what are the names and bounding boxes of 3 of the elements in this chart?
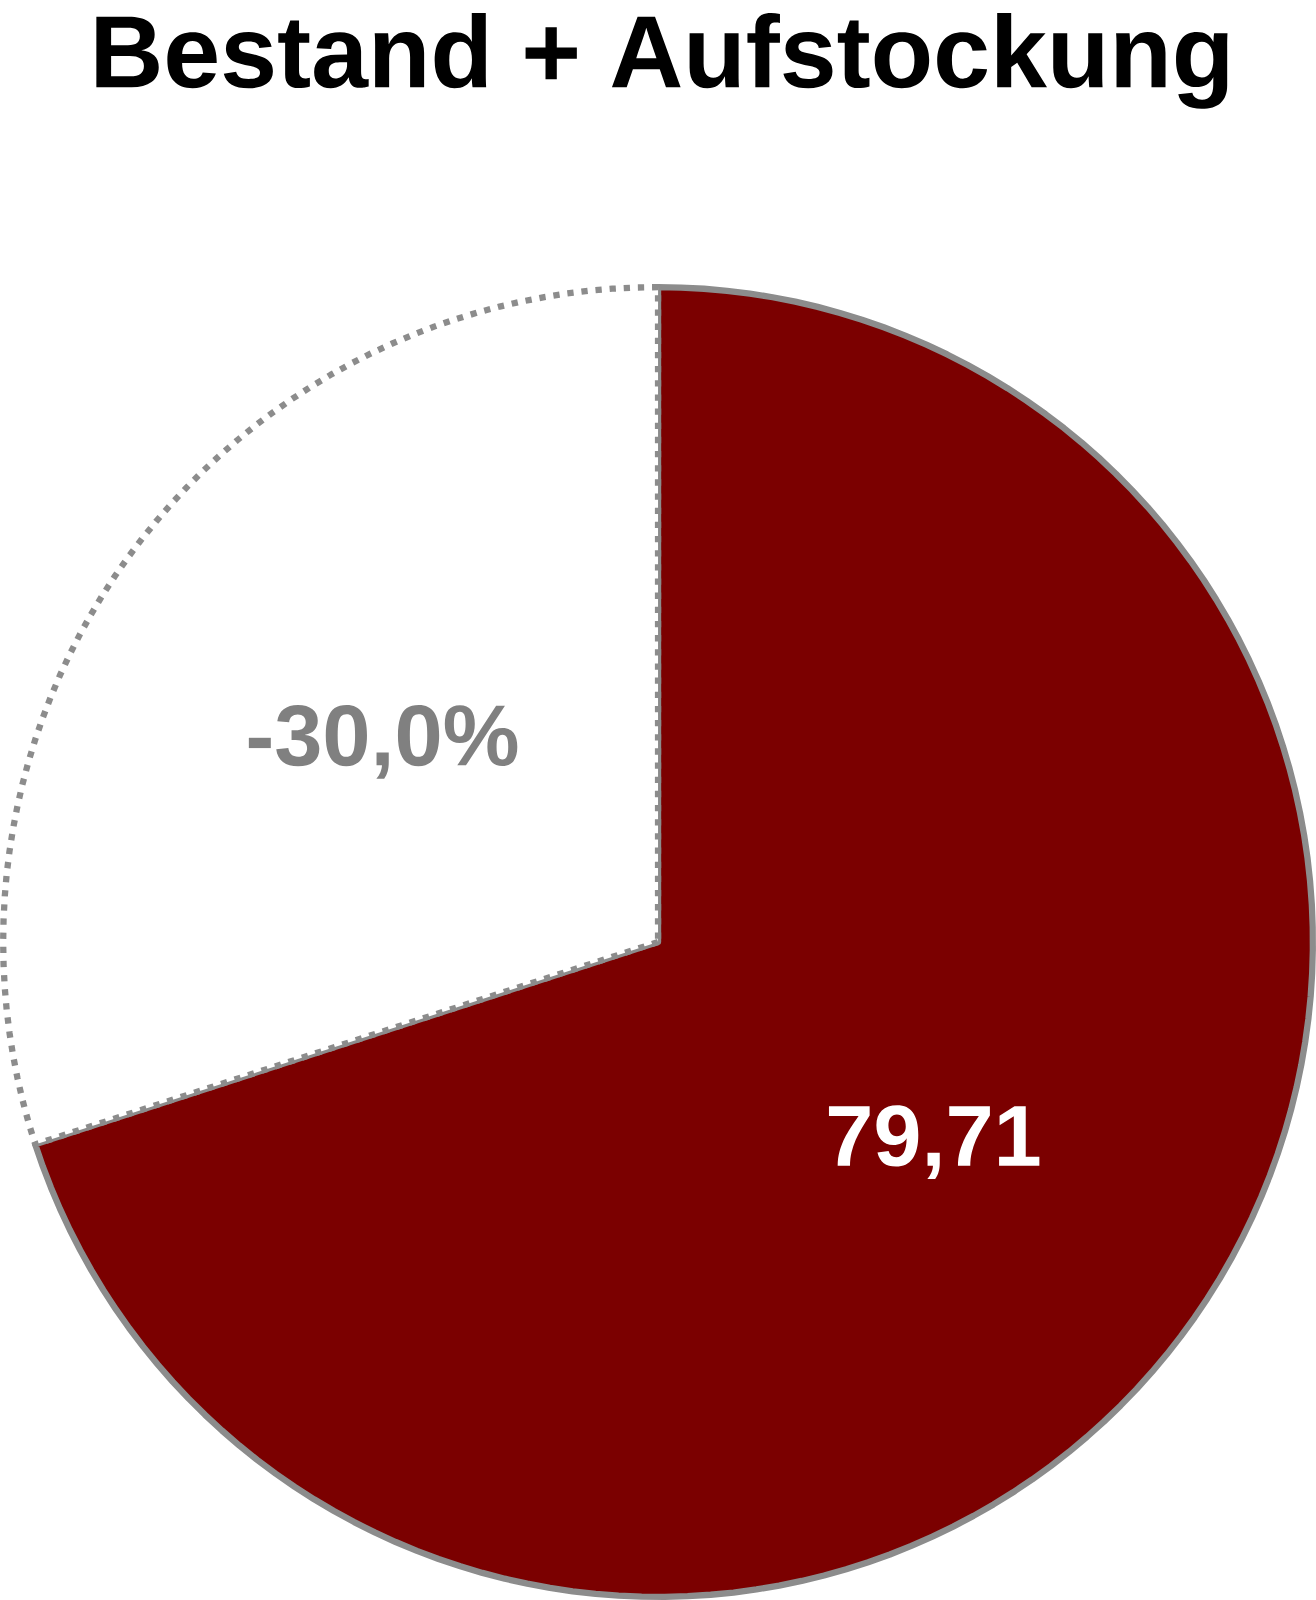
text: 79,71 <box>829 1105 1040 1180</box>
text: -30,0% <box>248 704 518 779</box>
chart-title: Bestand + Aufstockung <box>96 13 1228 109</box>
